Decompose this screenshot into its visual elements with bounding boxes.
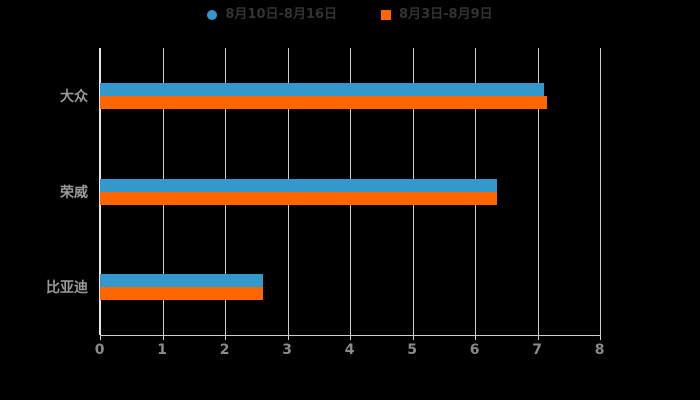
bar-比亚迪-series0[interactable] xyxy=(100,274,263,288)
bar-荣威-series0[interactable] xyxy=(100,178,497,192)
x-tick-5 xyxy=(412,335,414,340)
gridline-7 xyxy=(537,48,539,335)
x-tick-label-6: 6 xyxy=(469,342,480,358)
x-tick-0 xyxy=(100,335,101,340)
legend-circle-marker-icon xyxy=(207,10,218,20)
x-tick-3 xyxy=(287,335,289,340)
x-tick-1 xyxy=(162,335,164,340)
x-tick-6 xyxy=(475,335,476,340)
x-tick-2 xyxy=(225,335,226,340)
bar-大众-series1[interactable] xyxy=(100,95,547,109)
bar-大众-series0[interactable] xyxy=(100,82,544,96)
x-tick-label-8: 8 xyxy=(594,342,605,358)
category-label-荣威: 荣威 xyxy=(60,184,88,201)
legend-square-marker-icon xyxy=(381,10,392,20)
legend-label: 8月10日-8月16日 xyxy=(225,7,338,22)
legend-item-aug10-16[interactable]: 8月10日-8月16日 xyxy=(207,6,337,24)
bar-荣威-series1[interactable] xyxy=(100,191,497,205)
legend-item-aug3-9[interactable]: 8月3日-8月9日 xyxy=(381,6,493,24)
plot-area: 0 1 2 3 4 5 6 7 8 xyxy=(95,48,604,358)
x-tick-label-7: 7 xyxy=(532,342,542,358)
category-label-大众: 大众 xyxy=(60,88,88,105)
x-tick-label-5: 5 xyxy=(407,342,417,358)
category-label-比亚迪: 比亚迪 xyxy=(46,280,88,297)
gridline-8 xyxy=(600,48,601,335)
legend: 8月10日-8月16日 8月3日-8月9日 xyxy=(0,6,700,24)
x-tick-label-1: 1 xyxy=(157,342,167,358)
legend-label: 8月3日-8月9日 xyxy=(399,7,493,22)
x-tick-4 xyxy=(350,335,351,340)
x-tick-label-2: 2 xyxy=(219,342,230,358)
bar-比亚迪-series1[interactable] xyxy=(100,287,263,301)
x-tick-8 xyxy=(600,335,601,340)
x-tick-label-4: 4 xyxy=(344,342,355,358)
x-tick-label-3: 3 xyxy=(282,342,292,358)
x-tick-7 xyxy=(537,335,539,340)
x-tick-label-0: 0 xyxy=(94,342,105,358)
